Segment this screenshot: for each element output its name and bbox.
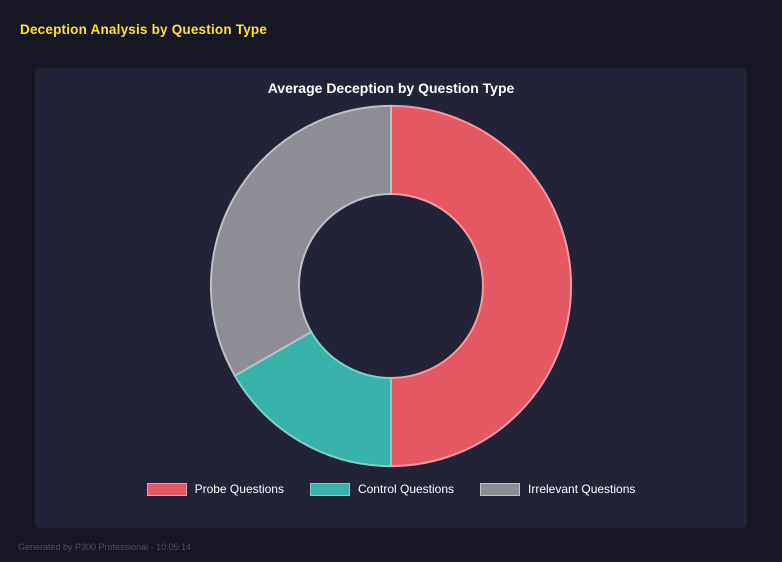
chart-card: Average Deception by Question Type Probe… [35, 68, 747, 528]
donut-chart [201, 98, 581, 474]
chart-title: Average Deception by Question Type [267, 80, 515, 96]
legend-swatch [146, 482, 187, 496]
legend-label: Irrelevant Questions [528, 482, 636, 496]
donut-segment[interactable] [210, 104, 392, 378]
legend-item[interactable]: Probe Questions [146, 482, 284, 496]
legend-swatch [309, 482, 350, 496]
legend-item[interactable]: Irrelevant Questions [480, 482, 635, 496]
donut-segment[interactable] [390, 104, 572, 468]
donut-chart-svg [210, 104, 572, 468]
legend-label: Control Questions [357, 482, 455, 496]
page-title: Deception Analysis by Question Type [20, 22, 268, 37]
legend-item[interactable]: Control Questions [309, 482, 455, 496]
footer-text: Generated by P300 Professional - 10:05:1… [18, 542, 192, 552]
chart-legend: Probe Questions Control Questions Irreleva… [146, 482, 635, 496]
legend-label: Probe Questions [194, 482, 284, 496]
legend-swatch [480, 482, 521, 496]
